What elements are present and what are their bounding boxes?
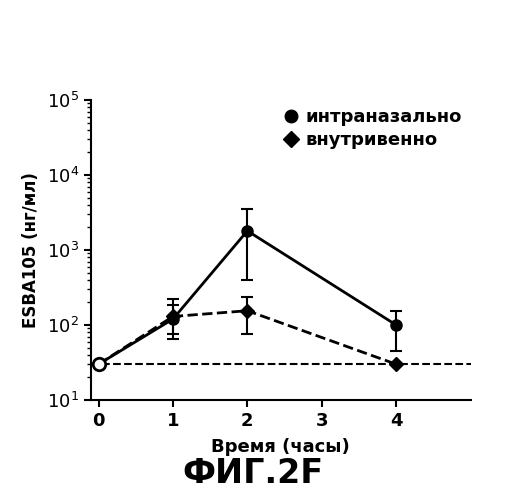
Text: ФИГ.2F: ФИГ.2F (182, 457, 323, 490)
X-axis label: Время (часы): Время (часы) (211, 438, 349, 456)
Legend: интраназально, внутривенно: интраназально, внутривенно (284, 108, 462, 150)
Y-axis label: ESBA105 (нг/мл): ESBA105 (нг/мл) (22, 172, 40, 328)
